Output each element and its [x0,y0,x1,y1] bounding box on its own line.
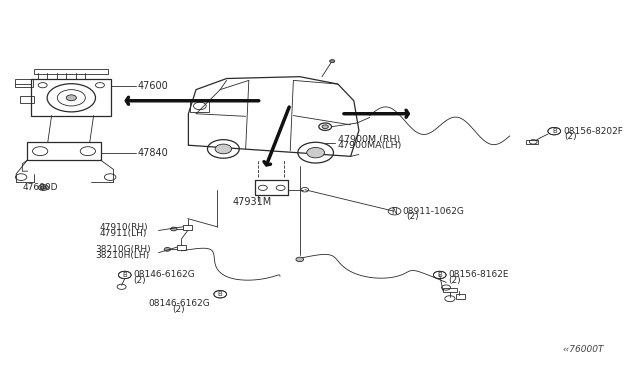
Text: 47600: 47600 [138,81,168,91]
Text: B: B [122,272,127,278]
Circle shape [307,147,324,158]
Bar [31,78,111,116]
Circle shape [41,186,46,189]
Text: 47840: 47840 [138,148,168,158]
Bar [183,225,192,230]
Circle shape [38,185,49,190]
Text: B: B [552,128,557,134]
Text: 47910(RH): 47910(RH) [99,223,148,232]
Circle shape [548,128,561,135]
Bar [443,288,457,292]
Text: 38210H(LH): 38210H(LH) [95,251,149,260]
Text: 47911(LH): 47911(LH) [99,229,147,238]
Text: (2): (2) [448,276,461,285]
Bar [526,140,538,144]
Text: N: N [392,207,397,216]
Circle shape [66,95,76,101]
Text: B: B [218,291,223,297]
Circle shape [214,291,227,298]
Text: 47600D: 47600D [22,183,58,192]
Circle shape [322,125,328,129]
Circle shape [433,271,446,279]
Bar [28,142,100,160]
Circle shape [215,144,232,154]
Circle shape [164,247,171,251]
Text: 08146-6162G: 08146-6162G [148,299,210,308]
Text: 38210G(RH): 38210G(RH) [95,245,150,254]
Text: (2): (2) [564,132,577,141]
Bar [177,245,186,250]
Text: (2): (2) [133,276,146,285]
Text: 08911-1062G: 08911-1062G [403,207,465,216]
Text: 08146-6162G: 08146-6162G [133,270,195,279]
Bar [456,294,465,299]
Bar [35,69,108,74]
Bar [255,180,288,195]
Bar [190,100,209,112]
Text: 08156-8202F: 08156-8202F [563,126,623,136]
Text: (2): (2) [173,305,185,314]
Text: 47931M: 47931M [233,197,272,207]
Circle shape [118,271,131,279]
Text: B: B [437,272,442,278]
Text: 08156-8162E: 08156-8162E [448,270,509,279]
Circle shape [388,208,401,215]
Circle shape [171,227,177,231]
Bar [15,79,33,87]
Circle shape [330,60,335,62]
Text: ‹‹76000T: ‹‹76000T [563,344,604,353]
Bar [20,96,34,103]
Circle shape [296,257,303,262]
Text: 47900MA(LH): 47900MA(LH) [338,141,403,151]
Text: 47900M (RH): 47900M (RH) [338,135,400,144]
Text: (2): (2) [406,212,419,221]
